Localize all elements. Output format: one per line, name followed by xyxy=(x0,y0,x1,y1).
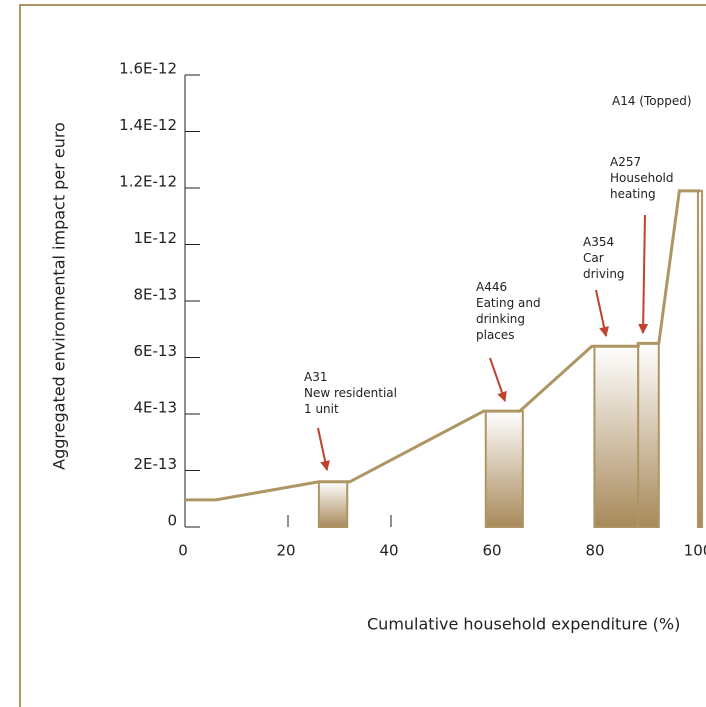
y-tick-label: 8E-13 xyxy=(133,286,177,304)
x-tick-label: 20 xyxy=(276,542,295,560)
annotation: A446 xyxy=(476,280,507,294)
highlight-bar xyxy=(484,410,524,528)
annotation: A31 xyxy=(304,370,327,384)
annotation: New residential xyxy=(304,386,397,400)
annotation: A14 (Topped) xyxy=(612,94,692,108)
y-tick-label: 6E-13 xyxy=(133,342,177,360)
annotation: Household xyxy=(610,171,674,185)
annotation: drinking xyxy=(476,312,525,326)
highlight-bar xyxy=(696,189,704,528)
annotation: Car xyxy=(583,251,604,265)
x-axis-title: Cumulative household expenditure (%) xyxy=(367,615,680,634)
x-tick-label: 100 xyxy=(684,542,706,560)
arrow xyxy=(595,289,609,337)
y-tick-label: 2E-13 xyxy=(133,455,177,473)
highlight-bar xyxy=(317,480,349,528)
annotation: driving xyxy=(583,267,625,281)
y-tick-label: 1.2E-12 xyxy=(119,173,177,191)
y-tick-label: 1E-12 xyxy=(133,229,177,247)
y-tick-label: 1.6E-12 xyxy=(119,60,177,78)
annotation: places xyxy=(476,328,515,342)
y-tick-label: 0 xyxy=(167,512,177,530)
highlight-bar xyxy=(637,342,660,528)
y-tick-label: 4E-13 xyxy=(133,399,177,417)
arrow xyxy=(638,214,649,334)
arrow xyxy=(489,357,507,402)
annotation: A257 xyxy=(610,155,641,169)
line xyxy=(185,189,700,502)
arrow xyxy=(317,427,331,471)
y-tick-label: 1.4E-12 xyxy=(119,116,177,134)
x-tick-label: 80 xyxy=(585,542,604,560)
highlight-bar xyxy=(593,345,640,529)
x-tick-label: 0 xyxy=(178,542,188,560)
y-axis-title: Aggregated environmental impact per euro xyxy=(50,122,69,470)
annotation: 1 unit xyxy=(304,402,339,416)
annotation: A354 xyxy=(583,235,614,249)
x-tick-label: 40 xyxy=(379,542,398,560)
frame xyxy=(19,4,706,707)
annotation: heating xyxy=(610,187,656,201)
x-tick-label: 60 xyxy=(482,542,501,560)
annotation: Eating and xyxy=(476,296,541,310)
